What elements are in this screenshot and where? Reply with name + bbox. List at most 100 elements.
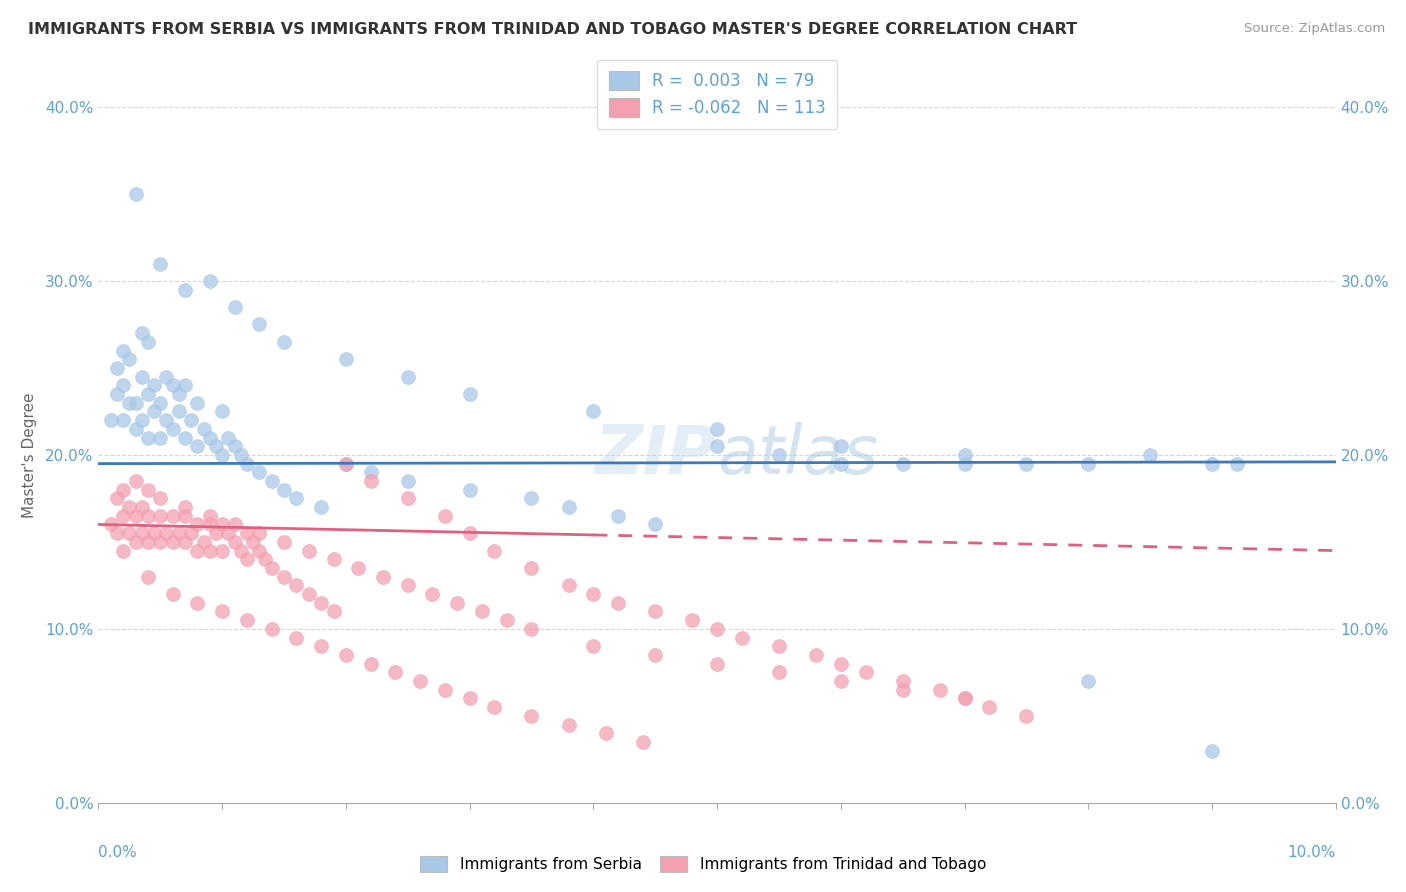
Point xyxy=(193,422,215,436)
Point xyxy=(136,483,159,497)
Point xyxy=(254,552,277,566)
Point xyxy=(644,517,666,532)
Point xyxy=(582,639,605,653)
Point xyxy=(247,318,270,332)
Point xyxy=(520,708,543,723)
Point xyxy=(136,334,159,349)
Point xyxy=(174,378,197,392)
Point xyxy=(224,439,246,453)
Point xyxy=(495,613,517,627)
Point xyxy=(124,508,146,523)
Point xyxy=(285,631,308,645)
Point xyxy=(136,430,159,444)
Point xyxy=(335,648,357,662)
Point xyxy=(136,508,159,523)
Point xyxy=(162,422,184,436)
Point xyxy=(131,326,153,341)
Point xyxy=(167,387,190,401)
Point xyxy=(124,187,146,202)
Point xyxy=(229,448,252,462)
Point xyxy=(186,543,208,558)
Point xyxy=(167,404,190,418)
Point xyxy=(768,665,790,680)
Point xyxy=(186,596,208,610)
Point xyxy=(285,578,308,592)
Point xyxy=(149,395,172,409)
Point xyxy=(396,474,419,488)
Point xyxy=(131,413,153,427)
Point xyxy=(706,657,728,671)
Point xyxy=(131,369,153,384)
Point xyxy=(1201,744,1223,758)
Point xyxy=(433,508,456,523)
Point xyxy=(1077,457,1099,471)
Point xyxy=(360,466,382,480)
Point xyxy=(371,570,394,584)
Point xyxy=(607,596,630,610)
Point xyxy=(186,517,208,532)
Point xyxy=(118,500,141,514)
Point xyxy=(149,491,172,506)
Point xyxy=(112,543,135,558)
Point xyxy=(236,457,259,471)
Legend: R =  0.003   N = 79, R = -0.062   N = 113: R = 0.003 N = 79, R = -0.062 N = 113 xyxy=(598,60,837,128)
Text: 10.0%: 10.0% xyxy=(1288,845,1336,860)
Point xyxy=(484,700,506,714)
Point xyxy=(180,413,202,427)
Point xyxy=(979,700,1001,714)
Point xyxy=(224,300,246,314)
Point xyxy=(484,543,506,558)
Point xyxy=(112,483,135,497)
Point xyxy=(174,534,197,549)
Point xyxy=(830,457,852,471)
Point xyxy=(891,682,914,697)
Point xyxy=(458,526,481,541)
Point xyxy=(143,378,166,392)
Point xyxy=(273,334,295,349)
Point xyxy=(520,622,543,636)
Point xyxy=(768,639,790,653)
Point xyxy=(155,413,177,427)
Text: 0.0%: 0.0% xyxy=(98,845,138,860)
Point xyxy=(124,422,146,436)
Point xyxy=(198,274,221,288)
Point xyxy=(205,439,228,453)
Point xyxy=(855,665,877,680)
Point xyxy=(396,578,419,592)
Point xyxy=(681,613,703,627)
Y-axis label: Master's Degree: Master's Degree xyxy=(21,392,37,517)
Point xyxy=(322,552,344,566)
Point xyxy=(433,682,456,697)
Point xyxy=(582,404,605,418)
Point xyxy=(193,534,215,549)
Point xyxy=(124,534,146,549)
Point xyxy=(211,404,233,418)
Point xyxy=(1015,457,1038,471)
Point xyxy=(236,552,259,566)
Point xyxy=(644,605,666,619)
Point xyxy=(174,508,197,523)
Point xyxy=(105,387,128,401)
Point xyxy=(768,448,790,462)
Point xyxy=(211,543,233,558)
Point xyxy=(155,369,177,384)
Point xyxy=(1226,457,1249,471)
Point xyxy=(520,561,543,575)
Point xyxy=(360,474,382,488)
Point xyxy=(298,543,321,558)
Point xyxy=(224,517,246,532)
Point xyxy=(557,500,579,514)
Point xyxy=(273,483,295,497)
Point xyxy=(167,526,190,541)
Point xyxy=(229,543,252,558)
Point xyxy=(458,483,481,497)
Point xyxy=(607,508,630,523)
Point xyxy=(136,570,159,584)
Point xyxy=(149,430,172,444)
Point xyxy=(953,448,976,462)
Point xyxy=(582,587,605,601)
Point xyxy=(384,665,406,680)
Point xyxy=(396,369,419,384)
Point xyxy=(136,387,159,401)
Point xyxy=(112,343,135,358)
